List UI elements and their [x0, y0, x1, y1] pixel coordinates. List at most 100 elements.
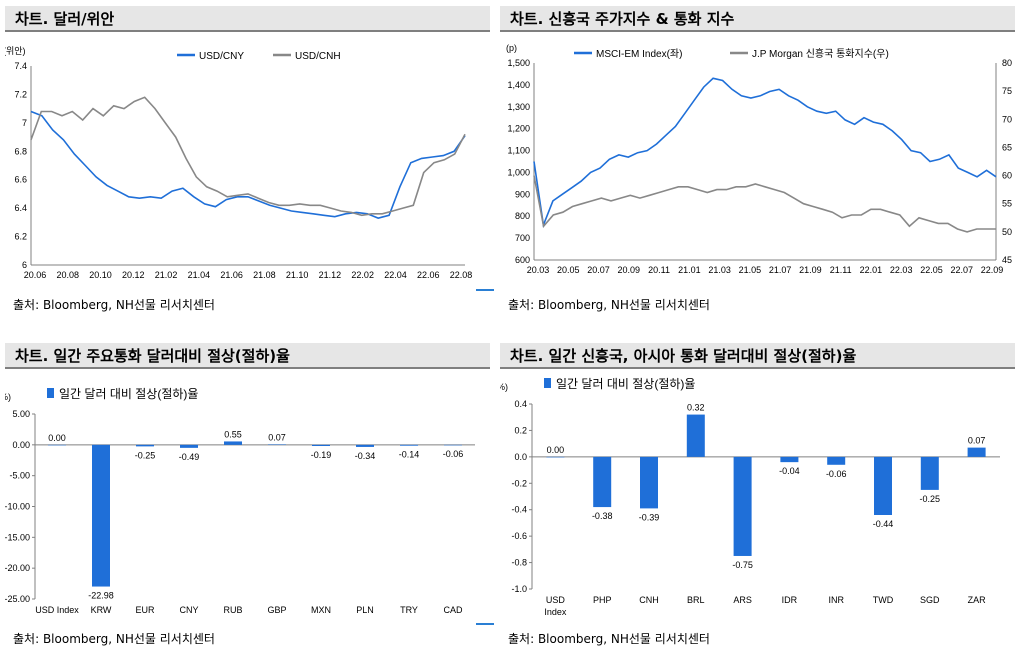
x-tick-label: 22.02 [351, 270, 374, 280]
y-tick-label: 0.0 [514, 452, 527, 462]
data-label: 0.00 [48, 433, 66, 443]
x-tick-label: 20.05 [557, 265, 580, 275]
x-tick-label: 20.03 [527, 265, 550, 275]
x-tick-label: USD [546, 595, 566, 605]
data-label: -0.14 [399, 450, 420, 460]
data-label: -0.38 [592, 511, 613, 521]
data-label: 0.55 [224, 429, 242, 439]
bar [686, 414, 705, 457]
x-tick-label: PHP [593, 595, 612, 605]
data-label: 0.07 [268, 432, 286, 442]
data-label: -0.39 [639, 512, 660, 522]
series-line-2 [533, 175, 996, 233]
y-tick-label: 0.00 [12, 440, 30, 450]
x-tick-label: 21.10 [286, 270, 309, 280]
y2-tick-label: 75 [1002, 86, 1012, 96]
x-tick-label: 22.01 [860, 265, 883, 275]
y-tick-label: 0.4 [514, 399, 527, 409]
panel-major: 차트. 일간 주요통화 달러대비 절상(절하)율 (%) 일간 달러 대비 절상(… [5, 343, 490, 655]
source-note: 출처: Bloomberg, NH선물 리서치센터 [508, 632, 710, 646]
x-tick-label: 22.05 [920, 265, 943, 275]
legend-label: USD/CNY [199, 51, 244, 62]
x-tick-label: KRW [91, 605, 112, 615]
x-tick-label: INR [828, 595, 844, 605]
y-tick-label: -20.00 [5, 563, 30, 573]
x-tick-label: BRL [687, 595, 705, 605]
bar [920, 456, 939, 490]
y-tick-label: 600 [515, 255, 530, 265]
bar [92, 444, 110, 587]
legend-label: 일간 달러 대비 절상(절하)율 [59, 387, 198, 401]
y-tick-label: 6.2 [14, 232, 27, 242]
x-tick-label: 21.06 [220, 270, 243, 280]
y-tick-label: 1,200 [507, 124, 530, 134]
x-tick-label: 22.06 [417, 270, 440, 280]
panel-em: 차트. 신흥국 주가지수 & 통화 지수 (p) 1,500 1,400 1,300 1… [500, 6, 1015, 326]
panel-title: 차트. 신흥국 주가지수 & 통화 지수 [500, 6, 1015, 32]
x-tick-label: 21.09 [799, 265, 822, 275]
data-label: -0.25 [920, 494, 941, 504]
y-tick-label: 1,500 [507, 58, 530, 68]
y-tick-label: 7.2 [14, 89, 27, 99]
x-tick-label: 21.03 [708, 265, 731, 275]
bar [593, 456, 612, 508]
y-tick-label: 7.4 [14, 61, 27, 71]
y-tick-label: 5.00 [12, 409, 30, 419]
legend-label: 일간 달러 대비 절상(절하)율 [556, 377, 695, 391]
bar [312, 444, 330, 447]
x-tick-label: 21.11 [830, 265, 852, 275]
asia-bar-chart: (%) 일간 달러 대비 절상(절하)율 0.4 0.2 0.0 -0.2 -0.4 -0.6… [500, 377, 1000, 617]
series-line-2 [30, 96, 466, 217]
y-tick-label: -0.8 [511, 558, 527, 568]
y-tick-label: -5.00 [9, 471, 30, 481]
x-tick-label: 20.11 [648, 265, 670, 275]
y2-tick-label: 65 [1002, 142, 1012, 152]
x-tick-label: 22.04 [384, 270, 407, 280]
source-note: 출처: Bloomberg, NH선물 리서치센터 [13, 632, 215, 646]
data-label: -0.06 [443, 449, 464, 459]
x-tick-label: 22.08 [450, 270, 473, 280]
y-tick-label: 900 [515, 189, 530, 199]
y-tick-label: 1,300 [507, 102, 530, 112]
x-tick-label: ARS [733, 595, 752, 605]
data-label: -0.04 [779, 466, 800, 476]
accent-line [476, 623, 494, 625]
y-tick-label: 1,400 [507, 80, 530, 90]
x-tick-label: GBP [267, 605, 286, 615]
y-tick-label: -0.2 [511, 478, 527, 488]
x-tick-label: EUR [135, 605, 155, 615]
x-tick-label: 21.08 [253, 270, 276, 280]
bar [180, 444, 198, 448]
data-label: -0.75 [732, 560, 753, 570]
y2-tick-label: 80 [1002, 58, 1012, 68]
x-tick-label: 21.02 [155, 270, 178, 280]
major-bar-chart: (%) 일간 달러 대비 절상(절하)율 5.00 0.00 -5.00 -10.00 -1… [5, 387, 475, 615]
x-tick-label: 21.07 [769, 265, 792, 275]
bar [546, 456, 565, 458]
y-axis-unit: (위안) [5, 46, 26, 56]
x-tick-label: Index [544, 607, 567, 617]
bar [400, 444, 418, 446]
data-label: -0.19 [311, 450, 332, 460]
x-tick-label: 20.12 [122, 270, 145, 280]
x-tick-label: 20.09 [618, 265, 641, 275]
data-label: -22.98 [88, 591, 114, 601]
panel-usdcny: 차트. 달러/위안 (위안) 7.4 7.2 7 6.8 6.6 6.4 6.2 6 20.06 2… [5, 6, 490, 326]
x-tick-label: ZAR [968, 595, 987, 605]
x-tick-label: 22.09 [981, 265, 1004, 275]
x-tick-label: 20.08 [57, 270, 80, 280]
y-tick-label: 700 [515, 233, 530, 243]
bar [640, 456, 658, 509]
data-label: -0.25 [135, 450, 156, 460]
x-tick-label: 21.12 [319, 270, 342, 280]
legend-swatch [544, 378, 551, 388]
bar [780, 456, 799, 463]
data-label: 0.32 [687, 403, 705, 413]
y-axis-unit: (%) [5, 392, 11, 402]
x-tick-label: TRY [400, 605, 418, 615]
x-tick-label: 21.01 [678, 265, 701, 275]
legend-label: J.P Morgan 신흥국 통화지수(우) [752, 47, 889, 60]
x-tick-label: SGD [920, 595, 940, 605]
y-tick-label: 7 [22, 118, 27, 128]
y2-tick-label: 55 [1002, 199, 1012, 209]
